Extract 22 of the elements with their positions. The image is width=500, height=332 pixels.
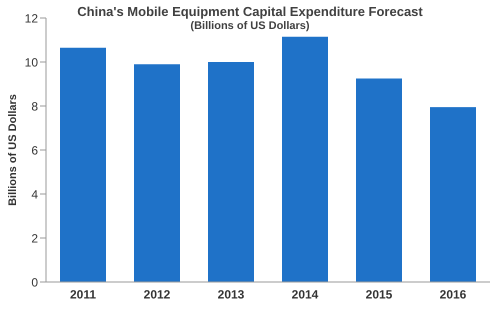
y-axis-title: Billions of US Dollars (6, 94, 19, 206)
x-tick-label: 2013 (218, 288, 245, 302)
bar (134, 64, 180, 282)
bar (430, 107, 476, 282)
y-tick-label: 0 (31, 275, 38, 290)
bar (356, 78, 402, 282)
bar (208, 62, 254, 282)
x-tick-label: 2015 (366, 288, 393, 302)
y-tick-label: 4 (31, 187, 38, 202)
x-tick-label: 2011 (70, 288, 96, 302)
x-tick-label: 2014 (292, 288, 319, 302)
y-tick-label: 6 (31, 143, 38, 158)
y-tick-label: 12 (24, 11, 38, 26)
bar (60, 48, 106, 282)
bar (282, 36, 328, 282)
chart-title: China's Mobile Equipment Capital Expenditure Forecast (77, 4, 423, 19)
y-tick-label: 10 (24, 55, 38, 70)
x-tick-label: 2016 (440, 288, 467, 302)
y-tick-label: 2 (31, 231, 38, 246)
chart-subtitle: (Billions of US Dollars) (190, 20, 310, 32)
y-tick-label: 8 (31, 99, 38, 114)
x-tick-label: 2012 (144, 288, 171, 302)
